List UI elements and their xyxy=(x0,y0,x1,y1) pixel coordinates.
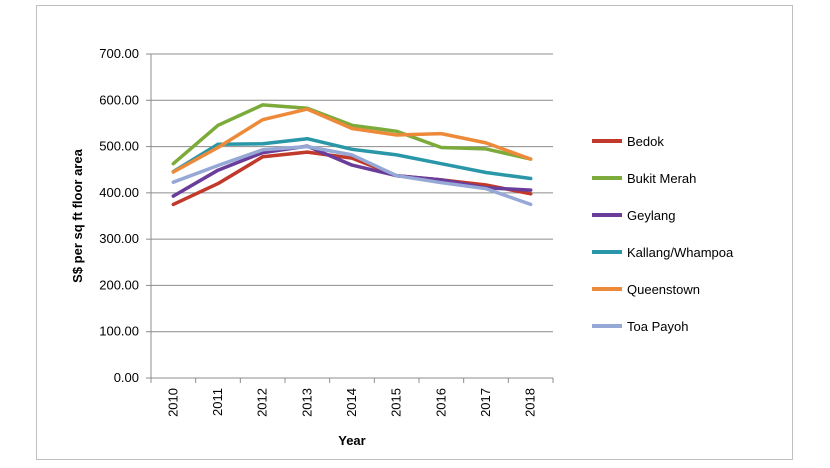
series-line-bukit-merah xyxy=(171,103,533,166)
series-line-queenstown xyxy=(171,107,533,174)
y-tick-label: 400.00 xyxy=(99,185,139,200)
y-tick-label: 0.00 xyxy=(114,370,139,385)
series-lines xyxy=(171,103,533,207)
x-tick-label: 2013 xyxy=(299,388,314,417)
legend-label: Bedok xyxy=(627,134,664,149)
y-tick-labels: 0.00 100.00 200.00 300.00 400.00 500.00 600.00… xyxy=(99,46,139,385)
legend-label: Kallang/Whampoa xyxy=(627,245,734,260)
x-tick-label: 2016 xyxy=(433,388,448,417)
y-axis-title: S$ per sq ft floor area xyxy=(70,148,85,282)
legend: Bedok Bukit Merah Geylang Kallang/Whampoa Qu… xyxy=(592,134,734,334)
legend-label: Queenstown xyxy=(627,282,700,297)
series-line-bedok xyxy=(171,150,533,207)
y-tick-label: 500.00 xyxy=(99,139,139,154)
y-tick-label: 300.00 xyxy=(99,231,139,246)
x-tick-label: 2014 xyxy=(344,388,359,417)
line-chart: 0.00 100.00 200.00 300.00 400.00 500.00 600.00… xyxy=(70,46,734,448)
legend-label: Bukit Merah xyxy=(627,171,696,186)
y-tick-label: 200.00 xyxy=(99,277,139,292)
y-tick-label: 600.00 xyxy=(99,92,139,107)
series-line-kallang-whampoa xyxy=(171,136,533,181)
x-tick-labels: 2010 2011 2012 2013 2014 2015 2016 2017 2018 xyxy=(165,388,537,417)
x-tick-label: 2011 xyxy=(210,388,225,416)
x-tick-label: 2017 xyxy=(478,388,493,417)
series-line-toa-payoh xyxy=(171,144,533,207)
chart-frame: 0.00 100.00 200.00 300.00 400.00 500.00 600.00… xyxy=(36,5,793,460)
x-tick-label: 2015 xyxy=(389,388,404,417)
x-tick-label: 2012 xyxy=(255,388,270,417)
x-tick-label: 2018 xyxy=(523,388,538,417)
legend-label: Geylang xyxy=(627,208,675,223)
x-tick-label: 2010 xyxy=(165,388,180,417)
legend-label: Toa Payoh xyxy=(627,319,688,334)
axes xyxy=(146,53,554,383)
y-tick-label: 100.00 xyxy=(99,324,139,339)
y-tick-label: 700.00 xyxy=(99,46,139,61)
x-axis-title: Year xyxy=(338,433,365,448)
